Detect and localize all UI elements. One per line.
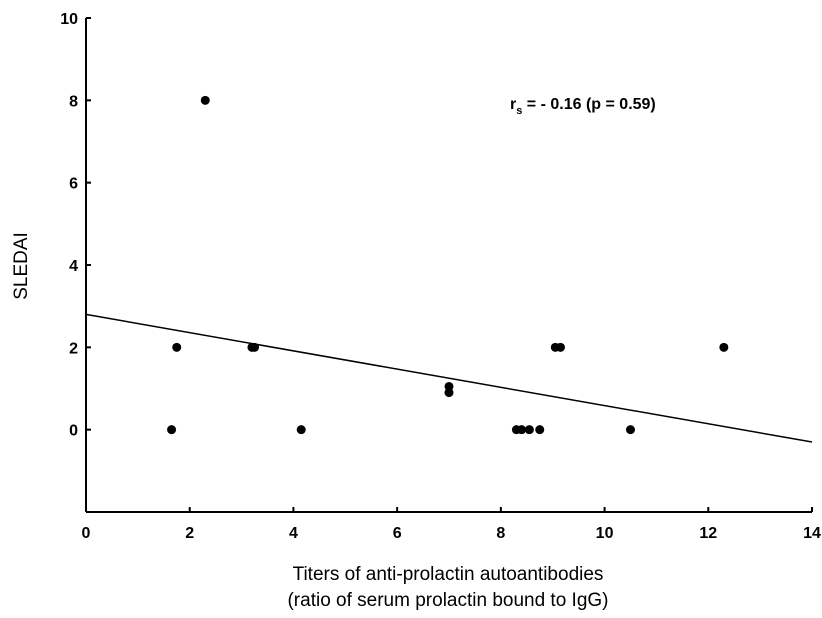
ticks: 0 2 4 6 8 10 0 2 4 6 8 10 12 14 — [60, 11, 821, 542]
y-tick-label: 0 — [69, 423, 78, 440]
x-tick-label: 10 — [596, 525, 614, 542]
data-point — [535, 425, 545, 435]
data-point — [250, 342, 260, 352]
data-point — [296, 425, 306, 435]
x-tick-label: 4 — [289, 525, 298, 542]
data-point — [200, 95, 210, 105]
data-point — [444, 381, 454, 391]
x-tick-label: 8 — [496, 525, 505, 542]
y-tick-label: 4 — [69, 258, 78, 275]
correlation-annotation: rs = - 0.16 (p = 0.59) — [510, 96, 656, 117]
x-tick-label: 14 — [803, 525, 821, 542]
y-tick-label: 6 — [69, 176, 78, 193]
x-tick-label: 2 — [185, 525, 194, 542]
y-axis-label: SLEDAI — [11, 232, 32, 300]
x-tick-label: 0 — [82, 525, 91, 542]
x-tick-label: 12 — [699, 525, 717, 542]
y-tick-label: 10 — [60, 11, 78, 28]
annotation-subscript: s — [516, 105, 522, 117]
data-point — [524, 425, 534, 435]
x-tick-label: 6 — [393, 525, 402, 542]
data-point — [555, 342, 565, 352]
data-point — [719, 342, 729, 352]
trendline — [85, 313, 813, 443]
annotation-text: = - 0.16 (p = 0.59) — [522, 96, 655, 113]
y-tick-label: 8 — [69, 93, 78, 110]
axes — [85, 18, 812, 513]
x-axis-label-line2: (ratio of serum prolactin bound to IgG) — [287, 590, 608, 611]
annotation-r: r — [510, 96, 516, 113]
x-axis-label-line1: Titers of anti-prolactin autoantibodies — [293, 564, 604, 585]
data-point — [167, 425, 177, 435]
trendline-group — [85, 313, 813, 443]
data-point — [172, 342, 182, 352]
data-points — [167, 95, 729, 435]
data-point — [444, 388, 454, 398]
y-tick-label: 2 — [69, 340, 78, 357]
data-point — [517, 425, 527, 435]
data-point — [626, 425, 635, 435]
